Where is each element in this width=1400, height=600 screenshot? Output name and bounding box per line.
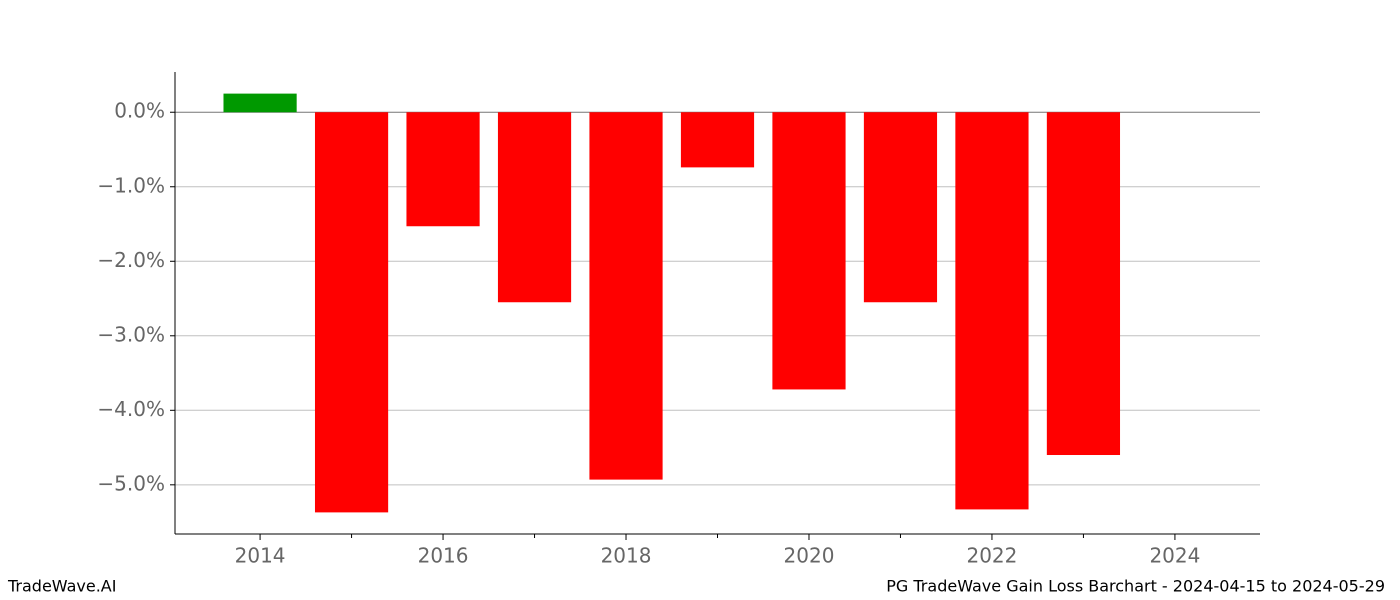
bar — [680, 112, 755, 168]
y-tick-label: −5.0% — [97, 471, 165, 495]
bar — [863, 112, 938, 303]
y-tick-label: 0.0% — [114, 99, 165, 123]
y-tick-label: −1.0% — [97, 173, 165, 197]
y-tick-label: −3.0% — [97, 322, 165, 346]
x-tick-label: 2022 — [966, 544, 1017, 568]
x-tick-label: 2016 — [418, 544, 469, 568]
bar — [406, 112, 480, 227]
x-tick-label: 2024 — [1149, 544, 1200, 568]
x-tick-label: 2020 — [784, 544, 835, 568]
bar — [1046, 112, 1121, 456]
x-tick-label: 2018 — [601, 544, 652, 568]
brand: TradeWave.AI — [7, 577, 116, 596]
y-tick-label: −2.0% — [97, 248, 165, 272]
chart-caption: PG TradeWave Gain Loss Barchart - 2024-0… — [886, 577, 1385, 596]
bar — [589, 112, 663, 480]
x-tick-label: 2014 — [235, 544, 286, 568]
bar — [955, 112, 1029, 510]
bar — [497, 112, 572, 303]
bar — [314, 112, 389, 513]
bar — [772, 112, 846, 390]
y-tick-label: −4.0% — [97, 397, 165, 421]
bar — [223, 93, 297, 113]
